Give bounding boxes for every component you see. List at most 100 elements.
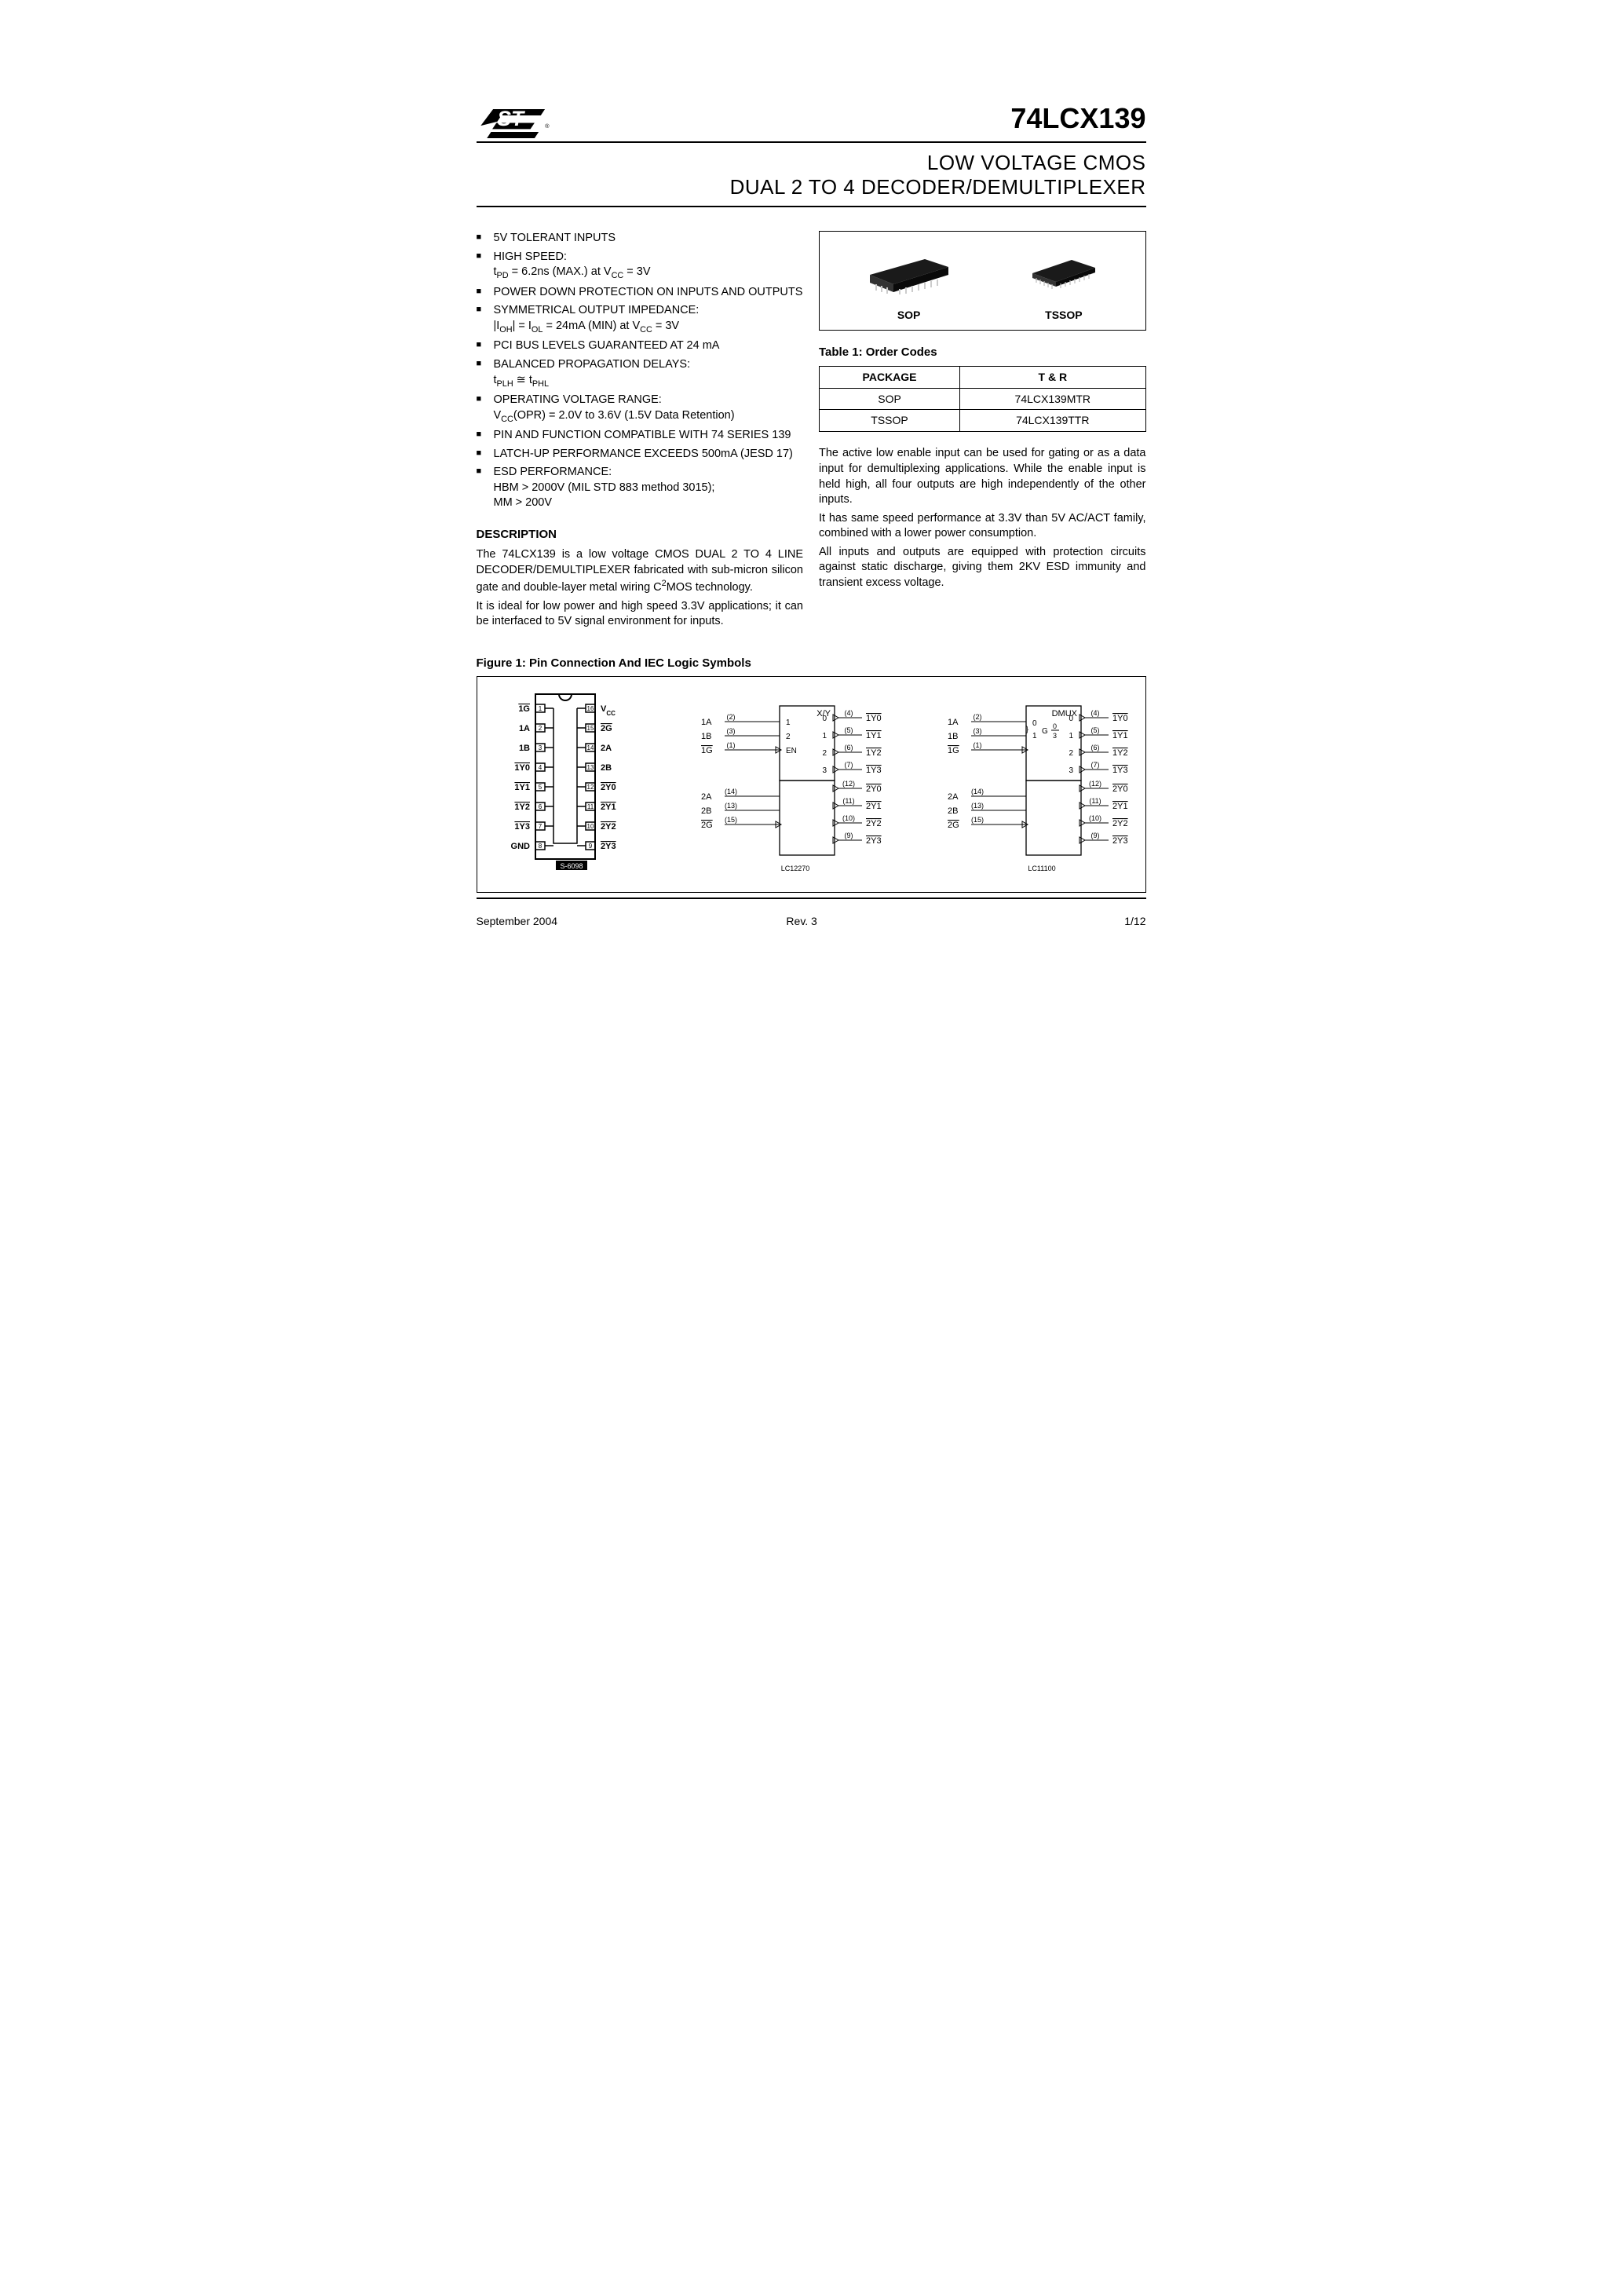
svg-text:12: 12 xyxy=(586,784,594,791)
footer-page: 1/12 xyxy=(1124,915,1145,927)
subtitle-line1: LOW VOLTAGE CMOS xyxy=(927,151,1146,174)
svg-text:1Y3: 1Y3 xyxy=(1112,766,1128,775)
table-header-cell: T & R xyxy=(960,366,1145,388)
svg-text:(4): (4) xyxy=(845,709,853,717)
svg-text:2G: 2G xyxy=(948,821,959,830)
svg-text:2G: 2G xyxy=(701,821,713,830)
feature-item: 5V TOLERANT INPUTS xyxy=(477,231,804,247)
svg-text:6: 6 xyxy=(538,803,542,810)
description-para-2: It is ideal for low power and high speed… xyxy=(477,599,804,630)
svg-text:3: 3 xyxy=(538,744,542,751)
svg-text:}: } xyxy=(1025,726,1028,734)
svg-text:1Y1: 1Y1 xyxy=(866,731,882,740)
svg-text:(11): (11) xyxy=(842,797,854,805)
svg-text:8: 8 xyxy=(538,843,542,850)
svg-text:1B: 1B xyxy=(948,732,958,741)
svg-text:1: 1 xyxy=(822,732,827,740)
svg-text:1Y1: 1Y1 xyxy=(1112,731,1128,740)
svg-text:(10): (10) xyxy=(1088,814,1101,822)
svg-text:1G: 1G xyxy=(518,704,530,714)
svg-text:(2): (2) xyxy=(727,713,736,721)
svg-text:(15): (15) xyxy=(725,816,737,824)
feature-item: HIGH SPEED:tPD = 6.2ns (MAX.) at VCC = 3… xyxy=(477,250,804,282)
svg-text:(13): (13) xyxy=(970,802,983,810)
svg-text:2Y2: 2Y2 xyxy=(1112,819,1128,828)
svg-text:1Y3: 1Y3 xyxy=(866,766,882,775)
svg-text:2G: 2G xyxy=(601,724,612,733)
svg-text:5: 5 xyxy=(538,784,542,791)
pinout-diagram: 11G21A31B41Y051Y161Y271Y38GND 16VCC152G1… xyxy=(487,686,644,883)
svg-text:(1): (1) xyxy=(727,741,736,749)
sop-label: SOP xyxy=(862,308,956,323)
svg-text:2Y0: 2Y0 xyxy=(866,784,882,794)
svg-text:(2): (2) xyxy=(973,713,981,721)
table-cell: SOP xyxy=(820,388,960,410)
svg-text:2: 2 xyxy=(538,725,542,732)
svg-text:(15): (15) xyxy=(970,816,983,824)
svg-text:0: 0 xyxy=(1032,719,1037,728)
svg-text:2Y1: 2Y1 xyxy=(1112,802,1128,811)
feature-item: LATCH-UP PERFORMANCE EXCEEDS 500mA (JESD… xyxy=(477,447,804,462)
header-rule xyxy=(477,141,1146,143)
header-rule-2 xyxy=(477,206,1146,207)
svg-text:DMUX: DMUX xyxy=(1051,709,1077,718)
feature-item: BALANCED PROPAGATION DELAYS:tPLH ≅ tPHL xyxy=(477,357,804,389)
svg-text:2B: 2B xyxy=(948,806,958,816)
svg-text:2Y3: 2Y3 xyxy=(601,842,616,851)
svg-text:0: 0 xyxy=(1053,722,1057,730)
order-codes-table: PACKAGET & R SOP74LCX139MTRTSSOP74LCX139… xyxy=(819,366,1146,433)
svg-text:1Y0: 1Y0 xyxy=(866,714,882,723)
svg-text:S-6098: S-6098 xyxy=(560,862,583,870)
svg-text:1Y2: 1Y2 xyxy=(866,748,882,758)
features-list: 5V TOLERANT INPUTS HIGH SPEED:tPD = 6.2ns… xyxy=(477,231,804,511)
svg-text:14: 14 xyxy=(586,744,594,751)
svg-text:16: 16 xyxy=(586,705,594,712)
table-cell: 74LCX139MTR xyxy=(960,388,1145,410)
svg-text:(14): (14) xyxy=(970,788,983,795)
feature-item: SYMMETRICAL OUTPUT IMPEDANCE:|IOH| = IOL… xyxy=(477,303,804,335)
svg-text:2A: 2A xyxy=(701,792,712,802)
svg-text:15: 15 xyxy=(586,725,594,732)
svg-text:1A: 1A xyxy=(701,718,712,727)
svg-text:1B: 1B xyxy=(518,744,529,753)
subtitle-line2: DUAL 2 TO 4 DECODER/DEMULTIPLEXER xyxy=(730,175,1146,199)
svg-text:2Y3: 2Y3 xyxy=(866,836,882,846)
svg-text:7: 7 xyxy=(538,823,542,830)
svg-text:2: 2 xyxy=(786,733,791,741)
svg-text:LC11100: LC11100 xyxy=(1028,865,1055,872)
st-logo: ST ® xyxy=(477,102,551,149)
svg-text:1: 1 xyxy=(786,718,791,727)
svg-text:4: 4 xyxy=(538,764,542,771)
table-row: SOP74LCX139MTR xyxy=(820,388,1146,410)
footer-rule xyxy=(477,898,1146,899)
iec-symbol-1: X/Y1A(2)11B(3)21G(1)EN2A(14)2B(13)2G(15)… xyxy=(670,694,890,875)
svg-text:1G: 1G xyxy=(701,746,713,755)
svg-text:1B: 1B xyxy=(701,732,711,741)
right-para-2: It has same speed performance at 3.3V th… xyxy=(819,511,1146,542)
svg-text:GND: GND xyxy=(510,842,530,851)
svg-text:9: 9 xyxy=(588,843,592,850)
svg-text:1Y2: 1Y2 xyxy=(1112,748,1128,758)
svg-text:3: 3 xyxy=(1053,732,1057,740)
tssop-label: TSSOP xyxy=(1025,308,1103,323)
svg-text:1: 1 xyxy=(538,705,542,712)
svg-text:0: 0 xyxy=(1069,715,1073,723)
svg-text:2B: 2B xyxy=(601,763,612,773)
feature-item: ESD PERFORMANCE:HBM > 2000V (MIL STD 883… xyxy=(477,465,804,511)
iec-symbol-2: DMUX01}G031A(2)1B(3)1G(1)2A(14)2B(13)2G(… xyxy=(916,694,1136,875)
svg-text:(7): (7) xyxy=(845,761,853,769)
svg-text:13: 13 xyxy=(586,764,594,771)
svg-text:2Y3: 2Y3 xyxy=(1112,836,1128,846)
right-para-1: The active low enable input can be used … xyxy=(819,446,1146,507)
svg-text:1Y0: 1Y0 xyxy=(1112,714,1128,723)
table-cell: 74LCX139TTR xyxy=(960,410,1145,432)
right-para-3: All inputs and outputs are equipped with… xyxy=(819,545,1146,591)
table-row: TSSOP74LCX139TTR xyxy=(820,410,1146,432)
svg-text:(12): (12) xyxy=(1088,780,1101,788)
feature-item: OPERATING VOLTAGE RANGE:VCC(OPR) = 2.0V … xyxy=(477,393,804,425)
svg-text:2Y2: 2Y2 xyxy=(601,822,616,832)
svg-text:(10): (10) xyxy=(842,814,855,822)
table-cell: TSSOP xyxy=(820,410,960,432)
svg-text:1Y3: 1Y3 xyxy=(514,822,530,832)
svg-text:(4): (4) xyxy=(1090,709,1099,717)
